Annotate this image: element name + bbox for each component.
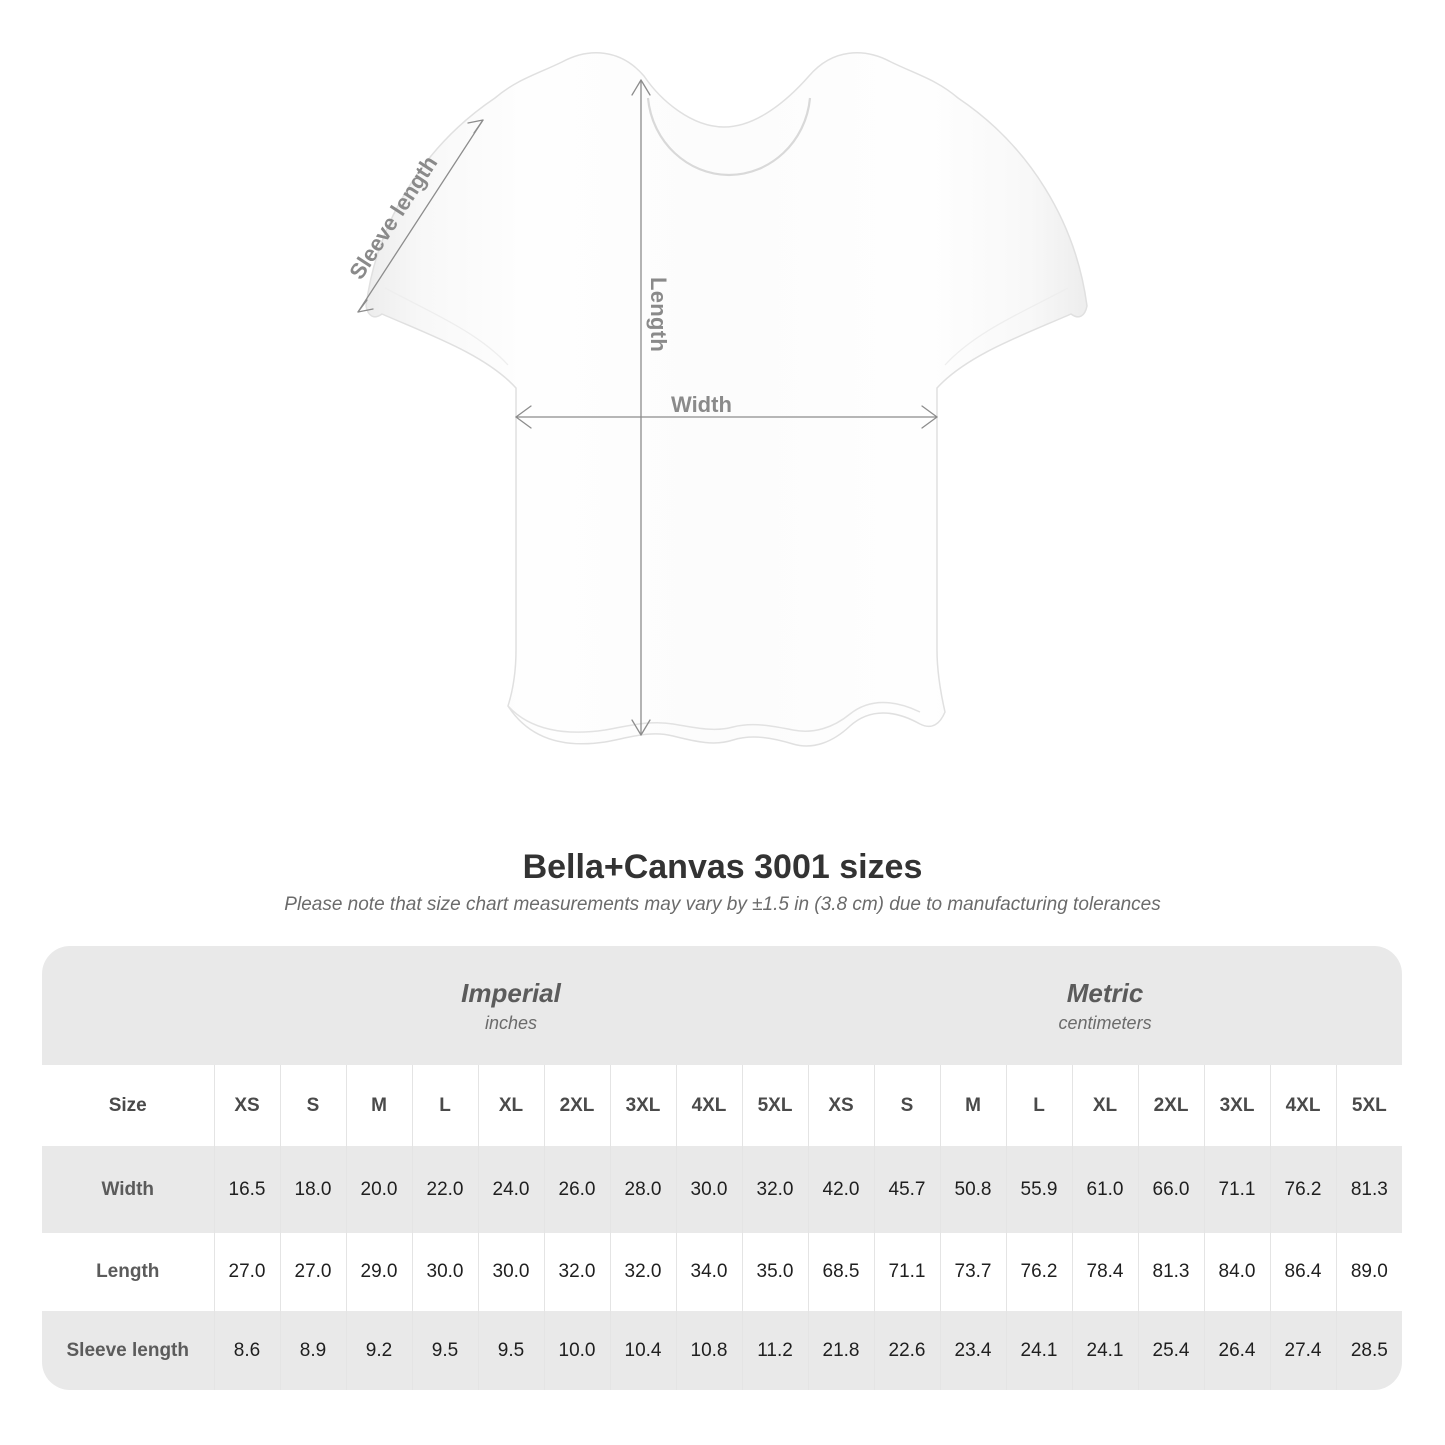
svg-text:Width: Width — [671, 392, 732, 417]
svg-text:Length: Length — [646, 277, 671, 352]
